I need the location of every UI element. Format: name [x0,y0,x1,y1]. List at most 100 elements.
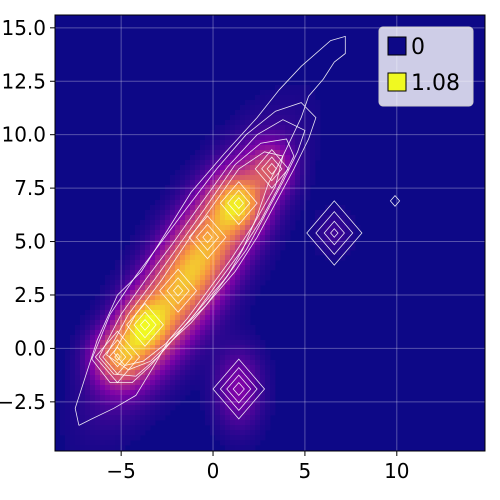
heatmap-cell [165,260,171,266]
heatmap-cell [185,390,191,396]
heatmap-cell [175,360,181,366]
heatmap-cell [190,205,196,211]
heatmap-cell [170,175,176,181]
heatmap-cell [240,150,246,156]
heatmap-cell [160,365,166,371]
heatmap-cell [270,225,276,231]
heatmap-cell [235,140,241,146]
heatmap-cell [190,225,196,231]
heatmap-cell [295,215,301,221]
heatmap-cell [180,255,186,261]
heatmap-cell [245,175,251,181]
heatmap-cell [325,225,331,231]
heatmap-cell [250,225,256,231]
heatmap-cell [240,395,246,401]
heatmap-cell [110,430,116,436]
contour-ring [315,210,354,256]
heatmap-cell [225,345,231,351]
heatmap-cell [270,230,276,236]
heatmap-cell [230,375,236,381]
heatmap-cell [265,190,271,196]
heatmap-cell [245,120,251,126]
heatmap-cell [210,260,216,266]
heatmap-cell [130,385,136,391]
heatmap-cell [235,195,241,201]
heatmap-cell [315,140,321,146]
heatmap-cell [170,280,176,286]
heatmap-cell [135,350,141,356]
heatmap-cell [205,400,211,406]
heatmap-cell [160,220,166,226]
heatmap-cell [130,430,136,436]
heatmap-cell [250,165,256,171]
heatmap-cell [75,430,81,436]
heatmap-cell [80,410,86,416]
heatmap-cell [155,405,161,411]
heatmap-cell [215,265,221,271]
heatmap-cell [225,300,231,306]
heatmap-cell [235,410,241,416]
heatmap-cell [120,290,126,296]
heatmap-cell [105,355,111,361]
heatmap-cell [230,270,236,276]
heatmap-cell [295,160,301,166]
heatmap-cell [120,390,126,396]
heatmap-cell [235,310,241,316]
heatmap-cell [165,270,171,276]
heatmap-cell [235,175,241,181]
heatmap-cell [195,260,201,266]
heatmap-cell [220,210,226,216]
heatmap-cell [125,335,131,341]
heatmap-cell [140,250,146,256]
heatmap-cell [205,380,211,386]
heatmap-cell [310,90,316,96]
heatmap-cell [275,190,281,196]
heatmap-cell [185,345,191,351]
heatmap-cell [150,205,156,211]
heatmap-cell [205,200,211,206]
heatmap-cell [125,260,131,266]
heatmap-cell [280,145,286,151]
heatmap-cell [270,125,276,131]
heatmap-cell [220,170,226,176]
heatmap-cell [250,155,256,161]
heatmap-cell [225,120,231,126]
heatmap-cell [70,365,76,371]
heatmap-cell [325,240,331,246]
heatmap-cell [270,185,276,191]
heatmap-cell [170,325,176,331]
heatmap-cell [125,345,131,351]
heatmap-cell [245,110,251,116]
heatmap-cell [215,365,221,371]
heatmap-cell [145,215,151,221]
heatmap-cell [175,310,181,316]
heatmap-cell [280,215,286,221]
heatmap-cell [300,180,306,186]
heatmap-cell [220,245,226,251]
heatmap-cell [165,325,171,331]
heatmap-cell [95,430,101,436]
heatmap-cell [135,405,141,411]
heatmap-cell [235,345,241,351]
heatmap-cell [165,235,171,241]
heatmap-cell [280,150,286,156]
heatmap-cell [240,280,246,286]
heatmap-cell [250,375,256,381]
heatmap-cell [190,355,196,361]
heatmap-cell [240,435,246,441]
heatmap-cell [250,240,256,246]
heatmap-cell [240,190,246,196]
heatmap-cell [185,365,191,371]
heatmap-cell [250,255,256,261]
heatmap-cell [270,255,276,261]
heatmap-cell [155,350,161,356]
heatmap-cell [120,415,126,421]
heatmap-cell [160,230,166,236]
heatmap-cell [210,265,216,271]
heatmap-cell [185,370,191,376]
heatmap-cell [110,405,116,411]
heatmap-cell [185,285,191,291]
heatmap-cell [210,415,216,421]
heatmap-cell [250,170,256,176]
heatmap-cell [170,285,176,291]
